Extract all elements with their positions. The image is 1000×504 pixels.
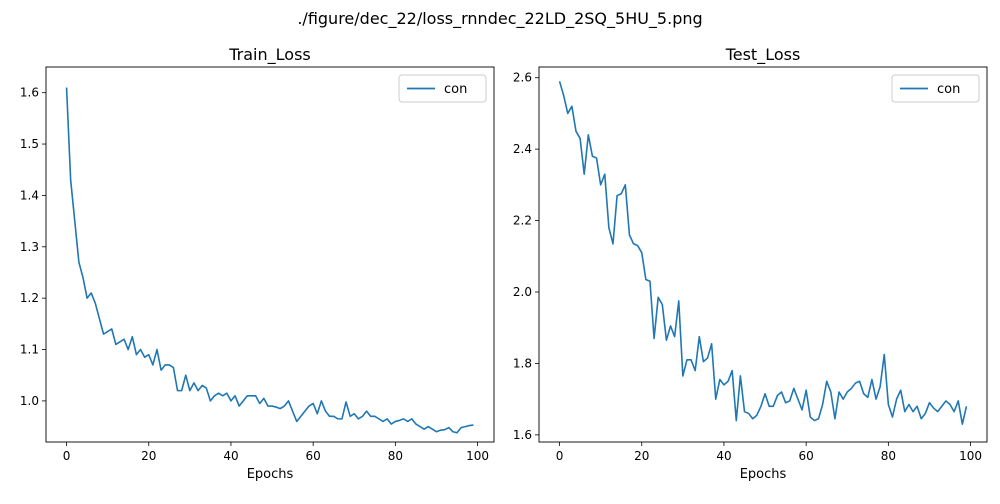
legend-label: con [444,82,467,97]
y-tick-label: 1.5 [20,137,39,151]
legend-label: con [937,82,960,97]
x-tick-label: 20 [141,449,156,463]
y-tick-label: 1.2 [20,291,39,305]
y-tick-label: 1.1 [20,343,39,357]
chart-title: Train_Loss [228,45,310,65]
y-tick-label: 1.6 [20,86,39,100]
x-tick-label: 100 [466,449,489,463]
legend: con [891,74,980,103]
axes-frame [538,66,988,443]
y-tick-label: 2.0 [513,285,532,299]
x-tick-label: 20 [634,449,649,463]
x-tick-label: 40 [716,449,731,463]
y-tick-label: 1.6 [513,428,532,442]
x-tick-label: 60 [306,449,321,463]
legend: con [398,74,487,103]
axes-frame [45,66,495,443]
chart-panel-2: Test_Loss 0 20 40 60 80 100 1.6 1.8 2.0 2.2 2.4 2.6 E… [513,45,988,482]
y-tick-label: 2.6 [513,71,532,85]
y-tick-label: 1.8 [513,356,532,370]
series-line-con [65,87,474,434]
x-tick-label: 80 [881,449,896,463]
x-tick-label: 80 [388,449,403,463]
x-tick-label: 40 [223,449,238,463]
x-tick-label: 100 [959,449,982,463]
legend-box [398,74,487,103]
figure-title: ./figure/dec_22/loss_rnndec_22LD_2SQ_5HU… [297,9,702,29]
y-tick-label: 2.4 [513,142,532,156]
x-tick-label: 0 [63,449,71,463]
x-tick-label: 60 [799,449,814,463]
y-tick-label: 1.4 [20,188,39,202]
y-tick-label: 2.2 [513,214,532,228]
y-tick-label: 1.0 [20,394,39,408]
x-axis-label: Epochs [740,467,787,482]
chart-title: Test_Loss [725,45,801,65]
y-tick-label: 1.3 [20,240,39,254]
legend-box [891,74,980,103]
series-line-con [558,81,968,425]
x-tick-label: 0 [556,449,564,463]
x-axis-label: Epochs [247,467,294,482]
chart-panel-1: Train_Loss 0 20 40 60 80 100 1.0 1.1 1.2 1.3 1.4 1.5… [20,45,495,482]
